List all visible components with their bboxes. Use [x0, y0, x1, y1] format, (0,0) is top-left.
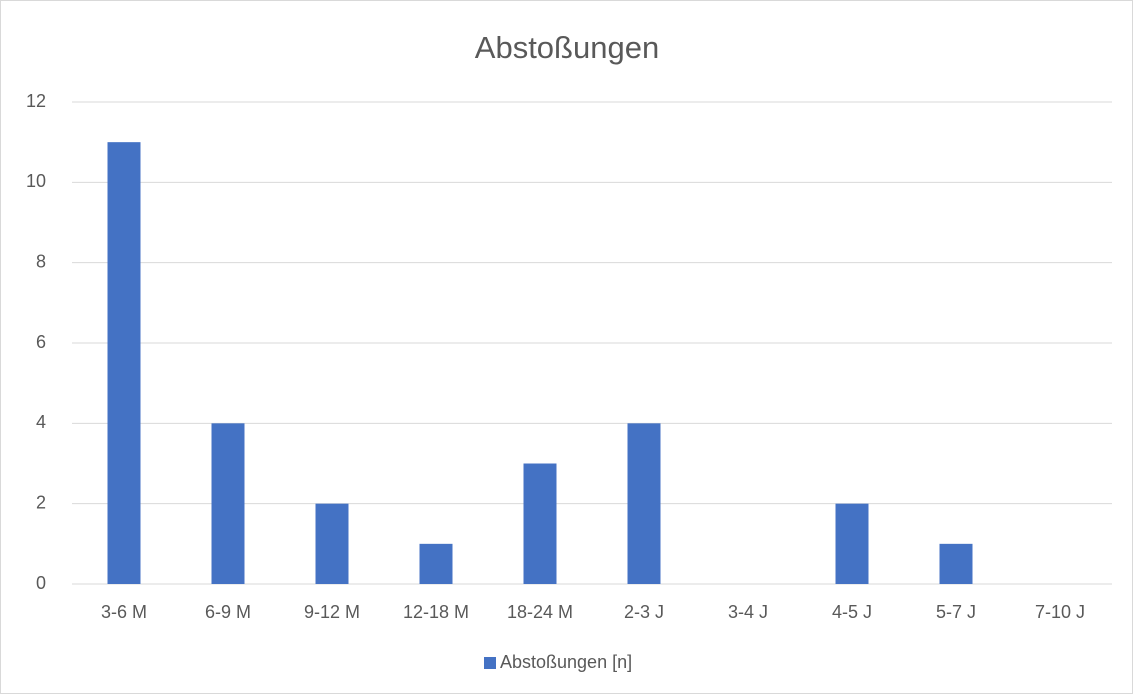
- x-tick-label: 4-5 J: [832, 602, 872, 622]
- bar: [835, 503, 869, 584]
- y-tick-label: 10: [26, 171, 46, 191]
- bar: [627, 423, 661, 584]
- x-tick-label: 18-24 M: [507, 602, 573, 622]
- x-tick-label: 7-10 J: [1035, 602, 1085, 622]
- bar: [315, 503, 349, 584]
- x-tick-label: 6-9 M: [205, 602, 251, 622]
- x-tick-label: 3-6 M: [101, 602, 147, 622]
- bar: [523, 463, 557, 584]
- x-tick-label: 5-7 J: [936, 602, 976, 622]
- x-tick-label: 2-3 J: [624, 602, 664, 622]
- bar: [211, 423, 245, 584]
- x-tick-label: 3-4 J: [728, 602, 768, 622]
- bar: [939, 543, 973, 584]
- y-tick-label: 6: [36, 332, 46, 352]
- y-tick-label: 2: [36, 492, 46, 512]
- y-tick-label: 8: [36, 251, 46, 271]
- y-tick-label: 0: [36, 573, 46, 593]
- bar: [419, 543, 453, 584]
- y-tick-label: 4: [36, 412, 46, 432]
- legend-label: Abstoßungen [n]: [500, 652, 632, 672]
- legend-swatch: [484, 657, 496, 669]
- x-tick-label: 12-18 M: [403, 602, 469, 622]
- x-tick-label: 9-12 M: [304, 602, 360, 622]
- chart-title: Abstoßungen: [475, 30, 659, 65]
- y-tick-label: 12: [26, 91, 46, 111]
- bar: [107, 142, 141, 584]
